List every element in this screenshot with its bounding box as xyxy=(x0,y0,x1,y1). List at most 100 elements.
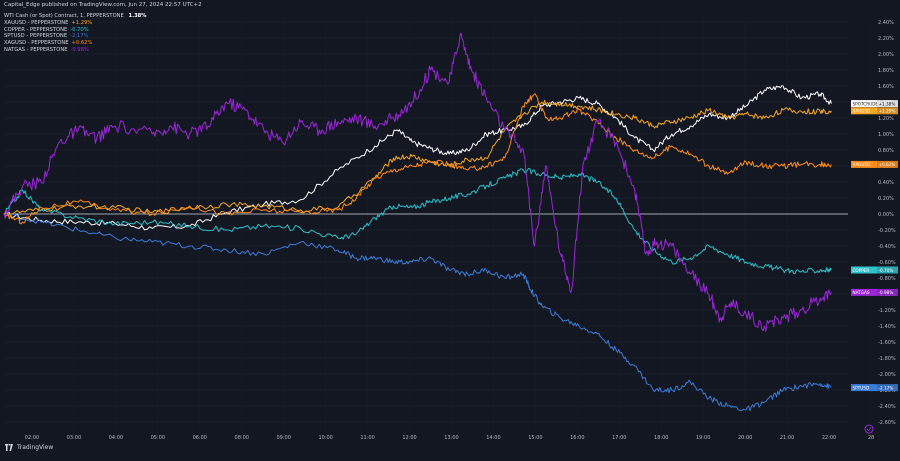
x-tick-label: 13:00 xyxy=(444,435,458,441)
y-tick-label: 0.00% xyxy=(878,212,894,218)
x-tick-label: 10:00 xyxy=(318,435,332,441)
tag-label-bg-xagusd xyxy=(851,160,877,168)
y-tick-label: -1.80% xyxy=(878,356,896,362)
y-tick-label: 1.80% xyxy=(878,68,894,74)
legend-name: XAUUSD - PEPPERSTONE xyxy=(4,19,69,26)
tag-value-bg-wti xyxy=(877,100,898,108)
x-tick-label: 06:00 xyxy=(193,435,207,441)
series-line-xauusd xyxy=(3,99,832,217)
tradingview-logo[interactable]: TradingView xyxy=(5,444,53,451)
y-tick-label: -2.40% xyxy=(878,404,896,410)
legend-row-copper[interactable]: COPPER - PEPPERSTONE -0.70% xyxy=(4,27,146,34)
y-tick-label: 0.40% xyxy=(878,180,894,186)
y-tick-label: -1.20% xyxy=(878,308,896,314)
x-tick-label: 14:00 xyxy=(486,435,500,441)
x-tick-label: 11:00 xyxy=(360,435,374,441)
x-tick-label: 04:00 xyxy=(109,435,123,441)
x-tick-label: 03:00 xyxy=(67,435,81,441)
tag-value-wti: +1.38% xyxy=(879,101,896,106)
x-tick-label: 16:00 xyxy=(570,435,584,441)
tag-value-spy: -2.17% xyxy=(879,385,894,390)
series-line-xagusd xyxy=(3,93,832,225)
tag-value-bg-xagusd xyxy=(877,160,898,168)
x-tick-label: 18:00 xyxy=(654,435,668,441)
legend-row-xagusd[interactable]: XAGUSD - PEPPERSTONE +0.62% xyxy=(4,40,146,47)
tag-label-copper: COPPER xyxy=(853,268,870,273)
y-tick-label: -0.20% xyxy=(878,228,896,234)
tag-value-bg-copper xyxy=(877,266,898,274)
x-tick-label: 22:00 xyxy=(822,435,836,441)
tag-label-xauusd: XAUUSD xyxy=(853,109,871,114)
y-tick-label: -0.60% xyxy=(878,260,896,266)
legend-name: SPTUSD - PEPPERSTONE xyxy=(4,33,68,40)
tradingview-brand: TradingView xyxy=(17,444,54,451)
y-tick-label: -0.80% xyxy=(878,276,896,282)
y-tick-label: -0.40% xyxy=(878,244,896,250)
settings-icon[interactable] xyxy=(864,424,874,434)
tag-label-bg-wti xyxy=(851,100,877,108)
x-tick-label: 08:00 xyxy=(235,435,249,441)
tag-label-bg-spy xyxy=(851,384,877,392)
publisher-line: Capital_Edge published on TradingView.co… xyxy=(4,2,202,8)
series-line-copper xyxy=(3,168,832,275)
series-line-spy xyxy=(3,213,832,412)
x-tick-label: 09:00 xyxy=(276,435,290,441)
y-tick-label: -1.40% xyxy=(878,324,896,330)
tag-label-bg-xauusd xyxy=(851,107,877,115)
tag-label-wti: SPOTCRUDE xyxy=(853,101,879,106)
y-tick-label: 1.00% xyxy=(878,132,894,138)
series-line-wti xyxy=(3,85,832,231)
x-tick-label: 17:00 xyxy=(612,435,626,441)
y-tick-label: 2.40% xyxy=(878,20,894,26)
series-layer xyxy=(3,32,832,412)
x-tick-label: 05:00 xyxy=(151,435,165,441)
tradingview-icon xyxy=(5,444,13,451)
tag-label-xagusd: XAGUSD xyxy=(853,162,871,167)
price-tags: SPOTCRUDE +1.38% XAUUSD +1.29% COPPER -0.70% S… xyxy=(851,100,898,392)
y-tick-label: -1.60% xyxy=(878,340,896,346)
series-line-natgas xyxy=(3,32,832,332)
legend-value: -0.98% xyxy=(70,46,89,53)
legend-name: XAGUSD - PEPPERSTONE xyxy=(4,40,69,47)
tag-label-spy: SPTUSD xyxy=(853,385,870,390)
tag-value-xagusd: +0.62% xyxy=(879,162,896,167)
y-tick-label: -2.60% xyxy=(878,420,896,426)
tag-value-bg-natgas xyxy=(877,288,898,296)
legend-row-xauusd[interactable]: XAUUSD - PEPPERSTONE +1.29% xyxy=(4,20,146,27)
y-axis: 2.40%2.20%2.00%1.80%1.60%1.40%1.20%1.00%… xyxy=(878,20,896,426)
legend-main-series[interactable]: WTI Cash (or Spot) Contract, 1, PEPPERST… xyxy=(4,13,146,20)
y-tick-label: -2.00% xyxy=(878,372,896,378)
y-tick-label: 0.20% xyxy=(878,196,894,202)
tag-value-copper: -0.70% xyxy=(879,268,894,273)
x-tick-label: 19:00 xyxy=(696,435,710,441)
x-tick-label: 28 xyxy=(868,435,874,441)
x-axis: 02:00 03:00 04:00 05:00 06:00 08:00 09:00 10:00… xyxy=(25,435,874,441)
x-tick-label: 02:00 xyxy=(25,435,39,441)
tag-value-natgas: -0.98% xyxy=(879,290,894,295)
tag-label-natgas: NATGAS xyxy=(853,290,870,295)
x-tick-label: 15:00 xyxy=(528,435,542,441)
tag-value-bg-spy xyxy=(877,384,898,392)
tag-label-bg-copper xyxy=(851,266,877,274)
y-tick-label: 1.20% xyxy=(878,116,894,122)
y-tick-label: 2.00% xyxy=(878,52,894,58)
x-tick-label: 20:00 xyxy=(738,435,752,441)
legend-name: NATGAS - PEPPERSTONE xyxy=(4,46,68,53)
x-tick-label: 12:00 xyxy=(402,435,416,441)
tag-value-xauusd: +1.29% xyxy=(879,109,896,114)
legend-value: +1.29% xyxy=(71,19,93,26)
legend: WTI Cash (or Spot) Contract, 1, PEPPERST… xyxy=(4,13,146,54)
y-tick-label: 1.60% xyxy=(878,84,894,90)
tag-label-bg-natgas xyxy=(851,288,877,296)
legend-value: -0.70% xyxy=(70,26,89,33)
tag-value-bg-xauusd xyxy=(877,107,898,115)
legend-value: -2.17% xyxy=(70,33,89,40)
legend-row-natgas[interactable]: NATGAS - PEPPERSTONE -0.98% xyxy=(4,47,146,54)
y-tick-label: 0.80% xyxy=(878,148,894,154)
y-tick-label: 2.20% xyxy=(878,36,894,42)
legend-main-value: 1.38% xyxy=(128,13,147,19)
legend-row-spy[interactable]: SPTUSD - PEPPERSTONE -2.17% xyxy=(4,33,146,40)
legend-main-name: WTI Cash (or Spot) Contract, 1, PEPPERST… xyxy=(4,13,124,19)
